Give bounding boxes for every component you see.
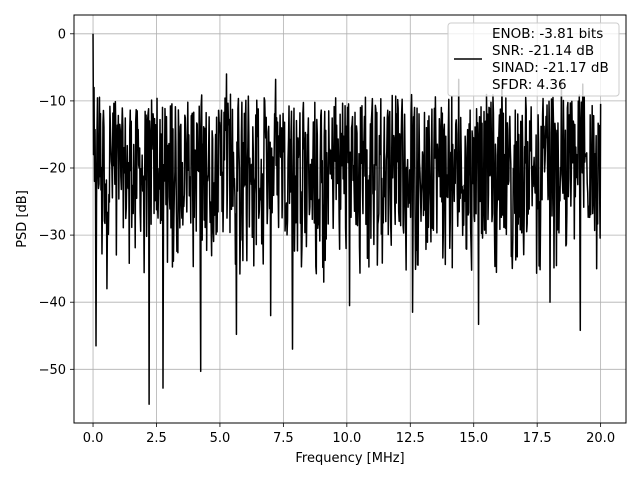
x-tick-label: 5.0 — [210, 431, 231, 446]
x-tick-label: 2.5 — [146, 431, 167, 446]
legend-box — [447, 22, 620, 97]
legend-entry-sinad: SINAD: -21.17 dB — [492, 60, 609, 76]
y-axis-label: PSD [dB] — [15, 190, 30, 248]
x-tick-label: 20.0 — [586, 431, 615, 446]
axes-frame — [73, 14, 627, 424]
x-tick-label: 10.0 — [332, 431, 361, 446]
x-tick-label: 15.0 — [459, 431, 488, 446]
y-tick-label: −50 — [39, 363, 66, 378]
psd-series-line — [92, 33, 602, 405]
x-axis-label: Frequency [MHz] — [295, 451, 404, 466]
x-tick-label: 7.5 — [273, 431, 294, 446]
y-axis-ticks: 0 −10 −20 −30 −40 −50 — [39, 27, 74, 378]
y-tick-label: 0 — [58, 27, 66, 42]
y-tick-label: −20 — [39, 162, 66, 177]
legend-entry-enob: ENOB: -3.81 bits — [492, 26, 603, 42]
legend: ENOB: -3.81 bits SNR: -21.14 dB SINAD: -… — [447, 22, 620, 97]
y-tick-label: −30 — [39, 229, 66, 244]
y-tick-label: −10 — [39, 94, 66, 109]
x-tick-label: 0.0 — [83, 431, 104, 446]
legend-entry-snr: SNR: -21.14 dB — [492, 43, 594, 59]
plot-area — [92, 33, 602, 405]
y-tick-label: −40 — [39, 296, 66, 311]
x-axis-ticks: 0.0 2.5 5.0 7.5 10.0 12.5 15.0 17.5 20.0 — [83, 423, 615, 446]
x-tick-label: 17.5 — [523, 431, 552, 446]
x-tick-label: 12.5 — [396, 431, 425, 446]
legend-entry-sfdr: SFDR: 4.36 — [492, 77, 567, 93]
